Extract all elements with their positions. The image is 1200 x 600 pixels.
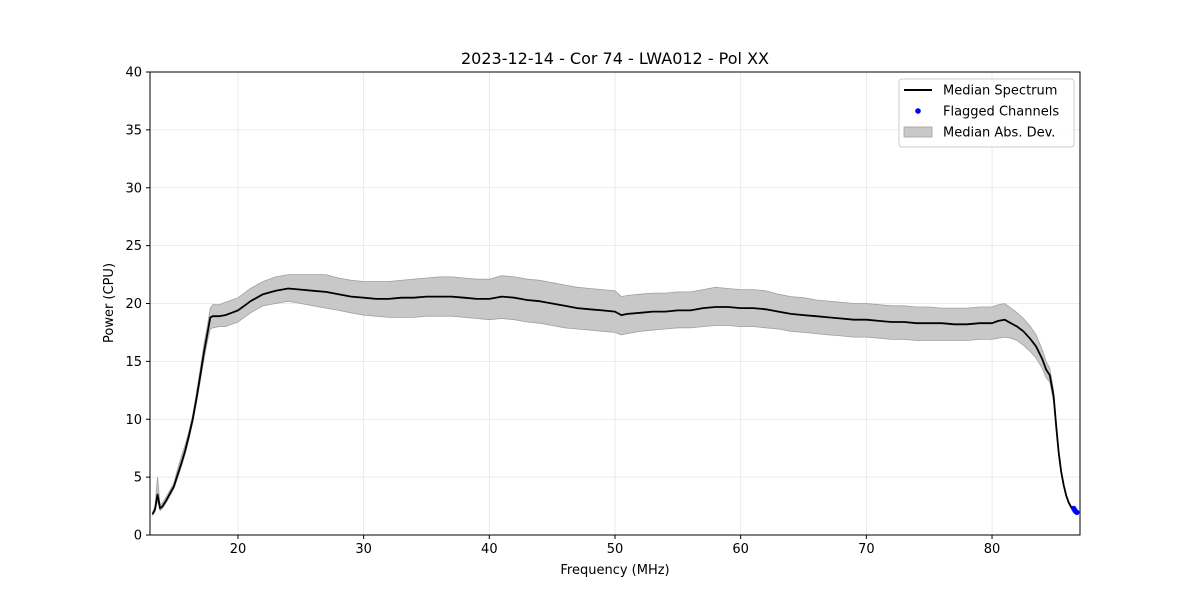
- x-tick-label: 50: [607, 542, 624, 557]
- legend-label: Median Spectrum: [943, 84, 1057, 99]
- y-tick-label: 30: [125, 181, 142, 196]
- y-tick-label: 10: [125, 413, 142, 428]
- x-axis-ticks: 20 30 40 50 60 70 80: [230, 535, 1001, 557]
- y-tick-label: 40: [125, 66, 142, 81]
- y-axis-ticks: 0 5 10 15 20 25 30 35 40: [125, 66, 150, 544]
- y-tick-label: 25: [125, 239, 142, 254]
- x-axis-label: Frequency (MHz): [560, 563, 669, 578]
- y-tick-label: 35: [125, 123, 142, 138]
- legend-dot-swatch: [915, 108, 921, 114]
- legend-label: Flagged Channels: [943, 105, 1059, 120]
- y-tick-label: 20: [125, 297, 142, 312]
- flagged-points-layer: [1071, 505, 1080, 515]
- x-tick-label: 40: [481, 542, 498, 557]
- y-tick-label: 0: [134, 529, 142, 544]
- x-tick-label: 30: [355, 542, 372, 557]
- x-tick-label: 60: [732, 542, 749, 557]
- median-spectrum-line: [151, 287, 1077, 515]
- x-tick-label: 20: [230, 542, 247, 557]
- y-tick-label: 15: [125, 355, 142, 370]
- y-tick-label: 5: [134, 471, 142, 486]
- x-tick-label: 80: [984, 542, 1001, 557]
- legend-label: Median Abs. Dev.: [943, 126, 1055, 141]
- legend-box: [898, 78, 1075, 148]
- chart-title: 2023-12-14 - Cor 74 - LWA012 - Pol XX: [461, 49, 769, 68]
- legend: Median Spectrum Flagged Channels Median Ab…: [898, 78, 1075, 148]
- legend-patch-swatch: [903, 126, 933, 138]
- median-line-layer: [151, 287, 1077, 515]
- x-tick-label: 70: [858, 542, 875, 557]
- flagged-channel-point: [1074, 509, 1080, 515]
- y-axis-label: Power (CPU): [102, 263, 117, 343]
